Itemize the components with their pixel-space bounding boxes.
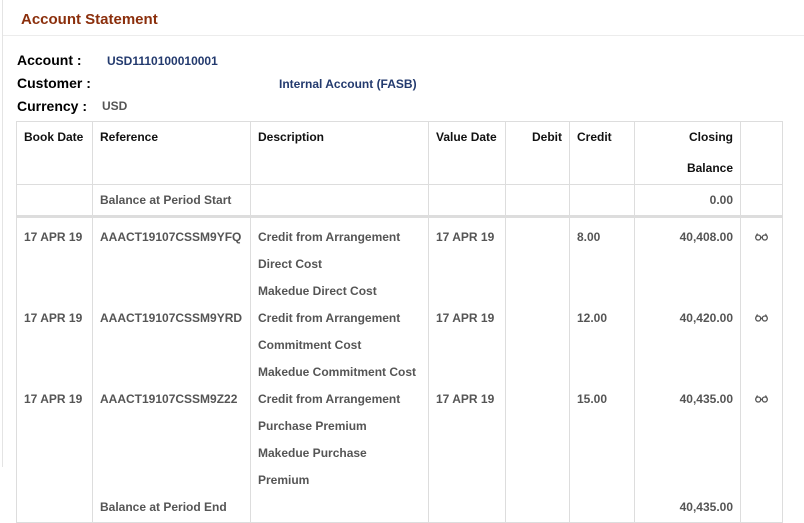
book-date: 17 APR 19 xyxy=(16,216,93,305)
description-line: Makedue Purchase Premium xyxy=(258,446,367,487)
panel-header xyxy=(3,0,804,36)
table-row: 17 APR 19 AAACT19107CSSM9YRD Credit from… xyxy=(16,305,783,386)
closing-balance: 40,408.00 xyxy=(634,216,741,305)
glasses-icon[interactable] xyxy=(740,305,783,386)
table-row: 17 APR 19 AAACT19107CSSM9Z22 Credit from… xyxy=(16,386,783,494)
period-end-row: Balance at Period End 40,435.00 xyxy=(16,494,783,523)
book-date: 17 APR 19 xyxy=(16,386,93,494)
description-line: Purchase Premium xyxy=(258,419,367,433)
value-date: 17 APR 19 xyxy=(428,305,506,386)
customer-value: Internal Account (FASB) xyxy=(279,77,417,91)
debit xyxy=(505,305,570,386)
closing-balance: 40,435.00 xyxy=(634,386,741,494)
description-line: Makedue Direct Cost xyxy=(258,284,377,298)
statement-table: Book Date Reference Description Value Da… xyxy=(16,121,783,523)
glasses-icon[interactable] xyxy=(740,386,783,494)
table-header: Book Date Reference Description Value Da… xyxy=(16,121,783,185)
currency-label: Currency : xyxy=(17,98,88,114)
reference: AAACT19107CSSM9YFQ xyxy=(92,216,251,305)
description-line: Credit from Arrangement xyxy=(258,230,401,244)
description: Credit from Arrangement Commitment Cost Ma… xyxy=(250,305,429,386)
col-closing-balance: Closing Balance xyxy=(634,121,741,185)
col-actions xyxy=(740,121,783,185)
account-value: USD1110100010001 xyxy=(107,54,218,68)
glasses-icon[interactable] xyxy=(740,216,783,305)
credit: 8.00 xyxy=(569,216,635,305)
account-label: Account : xyxy=(17,52,82,68)
period-start-balance: 0.00 xyxy=(634,184,741,218)
page-title: Account Statement xyxy=(21,11,158,28)
description-line: Commitment Cost xyxy=(258,338,362,352)
currency-value: USD xyxy=(102,99,128,113)
period-start-label: Balance at Period Start xyxy=(92,184,251,218)
col-debit: Debit xyxy=(505,121,570,185)
description: Credit from Arrangement Purchase Premium M… xyxy=(250,386,429,494)
col-reference: Reference xyxy=(92,121,251,185)
description-line: Direct Cost xyxy=(258,257,323,271)
credit: 15.00 xyxy=(569,386,635,494)
col-value-date: Value Date xyxy=(428,121,506,185)
reference: AAACT19107CSSM9Z22 xyxy=(92,386,251,494)
description: Credit from Arrangement Direct Cost Makedu… xyxy=(250,216,429,305)
col-book-date: Book Date xyxy=(16,121,93,185)
period-start-row: Balance at Period Start 0.00 xyxy=(16,184,783,218)
closing-balance: 40,420.00 xyxy=(634,305,741,386)
description-line: Makedue Commitment Cost xyxy=(258,365,417,379)
customer-label: Customer : xyxy=(17,75,91,91)
value-date: 17 APR 19 xyxy=(428,386,506,494)
statement-panel xyxy=(2,0,804,467)
credit: 12.00 xyxy=(569,305,635,386)
debit xyxy=(505,386,570,494)
period-end-label: Balance at Period End xyxy=(92,494,251,523)
reference: AAACT19107CSSM9YRD xyxy=(92,305,251,386)
value-date: 17 APR 19 xyxy=(428,216,506,305)
description-line: Credit from Arrangement xyxy=(258,311,401,325)
col-credit: Credit xyxy=(569,121,635,185)
period-end-balance: 40,435.00 xyxy=(634,494,741,523)
book-date: 17 APR 19 xyxy=(16,305,93,386)
col-description: Description xyxy=(250,121,429,185)
description-line: Credit from Arrangement xyxy=(258,392,401,406)
debit xyxy=(505,216,570,305)
table-row: 17 APR 19 AAACT19107CSSM9YFQ Credit from… xyxy=(16,216,783,305)
